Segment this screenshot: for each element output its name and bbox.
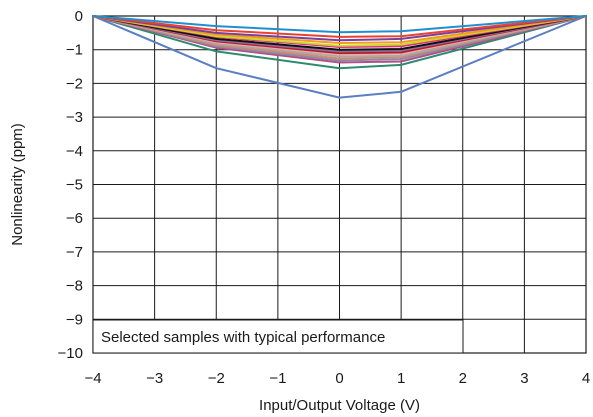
x-tick-label: 2 (459, 370, 467, 387)
series-line (92, 15, 587, 34)
x-tick-label: −2 (208, 370, 225, 387)
series-line (92, 15, 587, 70)
y-tick-label: −5 (66, 177, 83, 194)
x-tick-label: −3 (146, 370, 163, 387)
y-tick-label: −8 (66, 278, 83, 295)
series-line (92, 15, 587, 44)
annotation-box (92, 319, 464, 354)
y-tick-label: −3 (66, 109, 83, 126)
y-tick-label: −4 (66, 143, 83, 160)
series-line (92, 15, 587, 51)
x-axis-label: Input/Output Voltage (V) (259, 397, 420, 414)
y-tick-label: −10 (58, 345, 83, 362)
series-group (92, 15, 587, 99)
series-line (92, 15, 587, 47)
x-tick-label: −4 (84, 370, 101, 387)
x-tick-label: 3 (520, 370, 528, 387)
x-ticks: −4 −3 −2 −1 0 1 2 3 4 (84, 370, 590, 387)
y-tick-label: −2 (66, 75, 83, 92)
y-tick-label: −7 (66, 244, 83, 261)
x-tick-label: −1 (269, 370, 286, 387)
x-tick-label: 0 (335, 370, 343, 387)
y-axis-label: Nonlinearity (ppm) (9, 123, 26, 246)
annotation-text: Selected samples with typical performanc… (101, 329, 385, 346)
grid (93, 16, 586, 353)
y-tick-label: −1 (66, 42, 83, 59)
series-line (92, 15, 587, 42)
x-tick-label: 4 (582, 370, 590, 387)
series-line (92, 15, 587, 38)
y-tick-label: −9 (66, 311, 83, 328)
y-ticks: 0 −1 −2 −3 −4 −5 −6 −7 −8 −9 −10 (58, 8, 83, 362)
x-tick-label: 1 (397, 370, 405, 387)
y-tick-label: −6 (66, 210, 83, 227)
y-tick-label: 0 (75, 8, 83, 25)
series-line (92, 15, 587, 99)
